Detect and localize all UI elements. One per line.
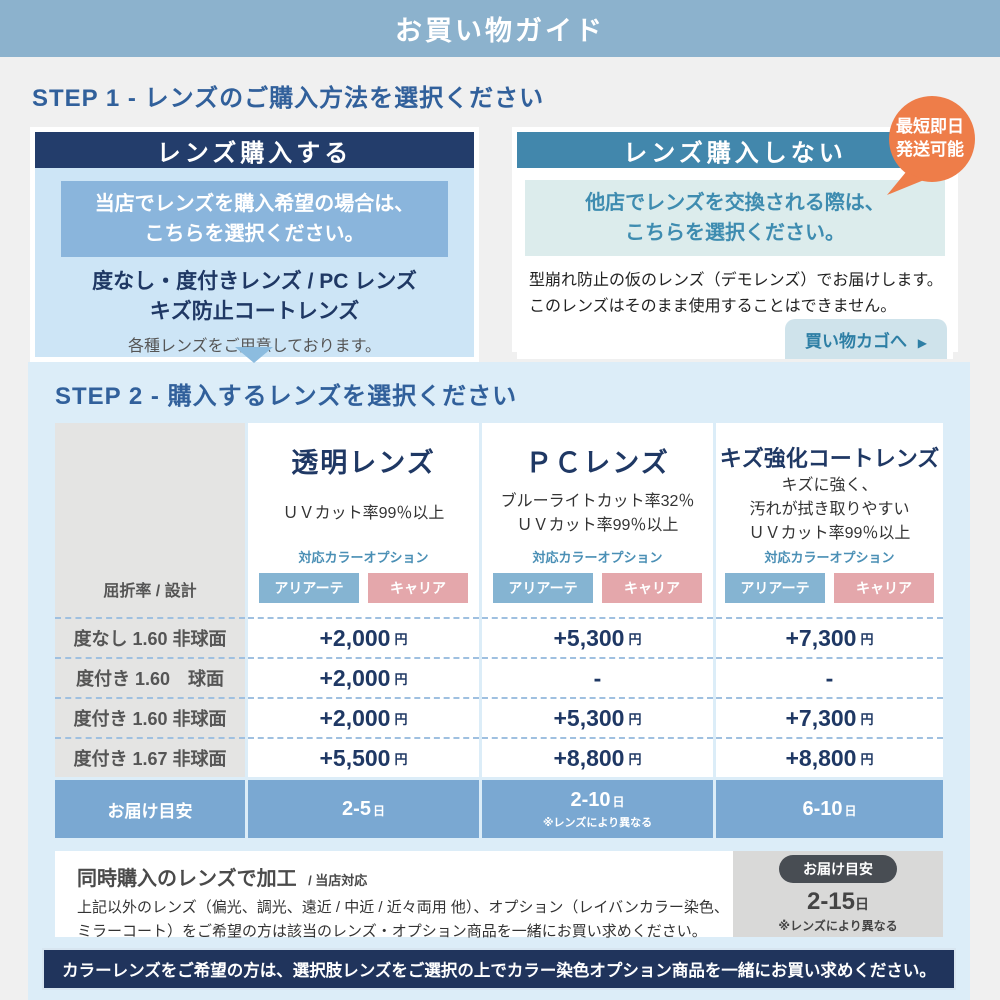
yen-suffix: 円 — [860, 711, 874, 727]
no-buy-highlight-line2: こちらを選択ください。 — [625, 222, 845, 244]
yen-suffix: 円 — [628, 751, 642, 767]
demo-lens-note: 型崩れ防止の仮のレンズ（デモレンズ）でお届けします。 このレンズはそのまま使用す… — [529, 268, 953, 321]
price-cell: +2,000 円 — [248, 657, 479, 697]
badge-text: 最短即日 発送可能 — [884, 116, 976, 162]
buy-highlight-box: 当店でレンズを購入希望の場合は、 こちらを選択ください。 — [61, 181, 448, 257]
scratch-coat-lens-desc: キズに強く、 汚れが拭き取りやすい ＵＶカット率99％以上 — [748, 477, 911, 542]
row-label: 度なし 1.60 非球面 — [55, 617, 245, 657]
price-cell: +7,300 円 — [716, 697, 943, 737]
step2-section: STEP 2 - 購入するレンズを選択ください 屈折率 / 設計 透明レンズ Ｕ… — [28, 362, 970, 1000]
no-buy-highlight-box: 他店でレンズを交換される際は、 こちらを選択ください。 — [525, 180, 945, 256]
delivery-label-cell: お届け目安 — [55, 780, 245, 838]
delivery-note: ※レンズにより異なる — [542, 816, 653, 829]
row-label: 度付き 1.60 非球面 — [55, 697, 245, 737]
color-option-tags: アリアーテ キャリア — [725, 573, 934, 603]
pc-lens-desc: ブルーライトカット率32％ ＵＶカット率99％以上 — [500, 492, 695, 534]
price-cell: +5,300 円 — [482, 617, 713, 657]
lens-comparison-table: 屈折率 / 設計 透明レンズ ＵＶカット率99％以上 対応カラーオプション アリ… — [55, 423, 943, 777]
same-day-shipping-badge: 最短即日 発送可能 — [884, 96, 976, 196]
no-buy-highlight-line1: 他店でレンズを交換される際は、 — [585, 192, 885, 214]
delivery-estimate-row: お届け目安 2-5 日 2-10 日 ※レンズにより異なる 6-10 日 — [55, 780, 943, 838]
yen-suffix: 円 — [394, 631, 408, 647]
delivery-cell-clear: 2-5 日 — [248, 780, 479, 838]
no-buy-lens-header[interactable]: レンズ購入しない — [517, 132, 953, 168]
page-header-bar: お買い物ガイド — [0, 0, 1000, 57]
column-header-scratch-coat-lens: キズ強化コートレンズ キズに強く、 汚れが拭き取りやすい ＵＶカット率99％以上… — [716, 423, 943, 617]
buy-lens-header[interactable]: レンズ購入する — [35, 132, 474, 168]
row-label: 度付き 1.67 非球面 — [55, 737, 245, 777]
buy-lens-panel[interactable]: レンズ購入する 当店でレンズを購入希望の場合は、 こちらを選択ください。 度なし… — [30, 127, 479, 362]
delivery-pill: お届け目安 — [779, 854, 897, 883]
yen-suffix: 円 — [394, 671, 408, 687]
buy-highlight-line2: こちらを選択ください。 — [144, 223, 365, 245]
speech-bubble-icon — [887, 96, 975, 195]
price-cell: - — [482, 657, 713, 697]
lens-types-line1: 度なし・度付きレンズ / PC レンズ — [92, 270, 417, 293]
lens-types-line2: キズ防止コートレンズ — [149, 300, 360, 324]
color-option-tags: アリアーテ キャリア — [493, 573, 702, 603]
price-cell: +5,300 円 — [482, 697, 713, 737]
price-cell: +8,800 円 — [716, 737, 943, 777]
page-title: お買い物ガイド — [395, 16, 605, 46]
step2-heading: STEP 2 - 購入するレンズを選択ください — [55, 383, 518, 410]
yen-suffix: 円 — [394, 751, 408, 767]
yen-suffix: 円 — [628, 631, 642, 647]
price-cell: +5,500 円 — [248, 737, 479, 777]
buy-highlight-line1: 当店でレンズを購入希望の場合は、 — [94, 193, 415, 215]
tag-carrier: キャリア — [368, 573, 468, 603]
buy-note: 各種レンズをご用意しております。 — [127, 337, 382, 355]
demo-lens-note-line1: 型崩れ防止の仮のレンズ（デモレンズ）でお届けします。 — [529, 272, 943, 289]
no-buy-lens-panel[interactable]: レンズ購入しない 他店でレンズを交換される際は、 こちらを選択ください。 型崩れ… — [512, 127, 958, 359]
tag-ariaate: アリアーテ — [259, 573, 359, 603]
tag-ariaate: アリアーテ — [725, 573, 825, 603]
simultaneous-purchase-box: 同時購入のレンズで加工 / 当店対応 上記以外のレンズ（偏光、調光、遠近 / 中… — [55, 851, 943, 940]
tag-carrier: キャリア — [834, 573, 934, 603]
color-lens-footer-note: カラーレンズをご希望の方は、選択肢レンズをご選択の上でカラー染色オプション商品を… — [42, 948, 956, 990]
no-buy-lens-body: 他店でレンズを交換される際は、 こちらを選択ください。 型崩れ防止の仮のレンズ（… — [517, 180, 953, 359]
tag-carrier: キャリア — [602, 573, 702, 603]
processing-delivery-box: お届け目安 2-15日 ※レンズにより異なる — [733, 851, 943, 937]
pc-lens-title: ＰＣレンズ — [525, 448, 670, 478]
color-option-tags: アリアーテ キャリア — [259, 573, 468, 603]
delivery-cell-pc: 2-10 日 ※レンズにより異なる — [482, 780, 713, 838]
processing-delivery-note: ※レンズにより異なる — [778, 918, 898, 933]
yen-suffix: 円 — [628, 711, 642, 727]
color-option-label: 対応カラーオプション — [764, 550, 895, 565]
price-cell: +2,000 円 — [248, 697, 479, 737]
badge-line1: 最短即日 — [896, 117, 964, 136]
color-option-label: 対応カラーオプション — [532, 550, 663, 565]
column-header-pc-lens: ＰＣレンズ ブルーライトカット率32％ ＵＶカット率99％以上 対応カラーオプシ… — [482, 423, 713, 617]
go-to-cart-label: 買い物カゴへ — [805, 332, 908, 351]
price-cell: +8,800 円 — [482, 737, 713, 777]
processing-delivery-days: 2-15日 — [806, 887, 870, 915]
buy-lens-types: 度なし・度付きレンズ / PC レンズ キズ防止コートレンズ — [35, 267, 474, 328]
column-header-clear-lens: 透明レンズ ＵＶカット率99％以上 対応カラーオプション アリアーテ キャリア — [248, 423, 479, 617]
corner-header-cell: 屈折率 / 設計 — [55, 423, 245, 617]
processing-info: 同時購入のレンズで加工 / 当店対応 上記以外のレンズ（偏光、調光、遠近 / 中… — [55, 851, 733, 940]
demo-lens-note-line2: このレンズはそのまま使用することはできません。 — [529, 298, 897, 316]
processing-title-suffix: / 当店対応 — [308, 873, 368, 888]
price-cell: - — [716, 657, 943, 697]
go-to-cart-link[interactable]: 買い物カゴへ ▶ — [785, 319, 947, 359]
step1-heading: STEP 1 - レンズのご購入方法を選択ください — [32, 85, 545, 112]
price-cell: +2,000 円 — [248, 617, 479, 657]
scratch-coat-lens-title: キズ強化コートレンズ — [719, 446, 940, 471]
badge-line2: 発送可能 — [896, 139, 964, 159]
down-arrow-icon — [235, 347, 273, 363]
color-option-label: 対応カラーオプション — [298, 550, 429, 565]
buy-lens-body: 当店でレンズを購入希望の場合は、 こちらを選択ください。 度なし・度付きレンズ … — [35, 168, 474, 357]
yen-suffix: 円 — [860, 631, 874, 647]
tag-ariaate: アリアーテ — [493, 573, 593, 603]
price-cell: +7,300 円 — [716, 617, 943, 657]
delivery-cell-scratch: 6-10 日 — [716, 780, 943, 838]
row-label: 度付き 1.60 球面 — [55, 657, 245, 697]
clear-lens-title: 透明レンズ — [291, 448, 436, 478]
yen-suffix: 円 — [860, 751, 874, 767]
processing-body: 上記以外のレンズ（偏光、調光、遠近 / 中近 / 近々両用 他）、オプション（レ… — [77, 899, 729, 940]
yen-suffix: 円 — [394, 711, 408, 727]
clear-lens-desc: ＵＶカット率99％以上 — [282, 504, 445, 522]
cart-arrow-icon: ▶ — [917, 336, 927, 350]
processing-title: 同時購入のレンズで加工 — [77, 868, 297, 890]
